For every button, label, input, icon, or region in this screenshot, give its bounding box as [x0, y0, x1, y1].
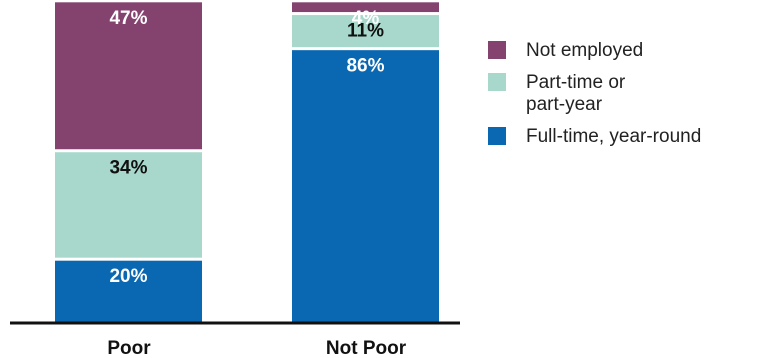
legend-label-part-time-line2: part-year [526, 94, 603, 115]
legend-swatch-part-time [488, 73, 506, 91]
data-label-not-poor-full-time-year-round: 86% [346, 56, 384, 77]
category-label-poor: Poor [107, 338, 151, 358]
bar-poor-part-time-or-part-year [55, 152, 202, 258]
legend-item-full-time: Full-time, year-round [488, 126, 758, 148]
legend-item-part-time: Part-time or part-year [488, 72, 758, 116]
legend-item-not-employed: Not employed [488, 40, 758, 62]
bar-not-poor-not-employed [292, 2, 439, 13]
category-label-not-poor: Not Poor [326, 338, 407, 358]
legend: Not employed Part-time or part-year Full… [488, 40, 758, 158]
bar-not-poor-full-time-year-round [292, 50, 439, 322]
legend-label-not-employed: Not employed [526, 40, 644, 61]
bar-poor-not-employed [55, 2, 202, 150]
bars-group: 20% 34% 47% 86% 11%4% [55, 2, 439, 322]
bar-not-poor-part-time-or-part-year [292, 15, 439, 48]
data-label-poor-not-employed: 47% [109, 8, 147, 29]
legend-label-part-time-line1: Part-time or [526, 72, 626, 93]
bar-poor-full-time-year-round [55, 260, 202, 322]
data-label-not-poor-not-employed: 4% [352, 8, 380, 29]
legend-label-full-time: Full-time, year-round [526, 126, 702, 147]
legend-swatch-full-time [488, 127, 506, 145]
data-label-not-poor-part-time-or-part-year: 11% [347, 21, 384, 42]
data-label-poor-part-time-or-part-year: 34% [109, 158, 147, 179]
legend-swatch-not-employed [488, 41, 506, 59]
data-label-poor-full-time-year-round: 20% [109, 266, 147, 287]
